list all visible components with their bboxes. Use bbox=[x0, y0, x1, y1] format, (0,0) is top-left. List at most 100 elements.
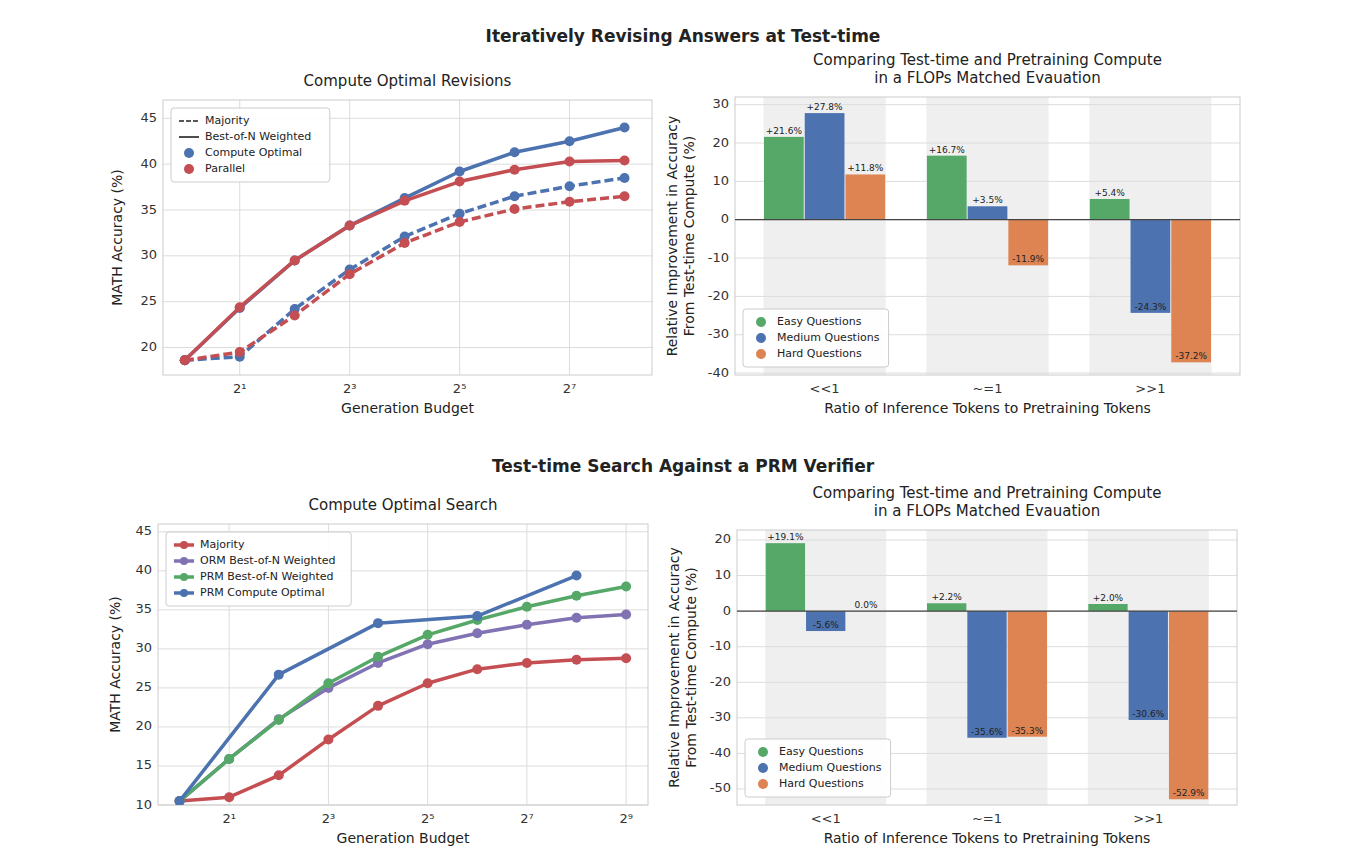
point bbox=[345, 221, 355, 231]
x-tick-label: 2⁹ bbox=[619, 811, 632, 826]
bar bbox=[1131, 220, 1171, 313]
data-label: -35.6% bbox=[971, 727, 1003, 737]
y-tick-label: 10 bbox=[135, 797, 152, 812]
plot-area bbox=[735, 97, 1240, 375]
point bbox=[455, 167, 465, 177]
legend-label: Compute Optimal bbox=[205, 146, 302, 159]
bar bbox=[968, 206, 1008, 219]
legend-box bbox=[171, 108, 330, 182]
bar bbox=[766, 543, 805, 611]
data-group bbox=[180, 123, 630, 366]
legend-swatch bbox=[758, 763, 768, 773]
plot-frame bbox=[737, 530, 1237, 805]
zero-line bbox=[737, 611, 1237, 612]
x-tick-label: <<1 bbox=[811, 811, 841, 826]
series-line bbox=[180, 576, 577, 802]
data-group bbox=[764, 113, 1211, 362]
legend-swatch bbox=[756, 349, 766, 359]
y-tick-label: 30 bbox=[712, 96, 729, 111]
category-band bbox=[927, 530, 1048, 805]
point bbox=[620, 156, 630, 166]
chart-title: Comparing Test-time and Pretraining Comp… bbox=[813, 51, 1162, 69]
point bbox=[345, 221, 355, 231]
point bbox=[400, 238, 410, 248]
point bbox=[620, 191, 630, 201]
data-label: -5.6% bbox=[813, 620, 840, 630]
data-label: +21.6% bbox=[766, 126, 803, 136]
bar bbox=[805, 113, 845, 220]
point bbox=[373, 618, 383, 628]
point bbox=[565, 181, 575, 191]
category-band bbox=[1089, 97, 1211, 375]
legend-swatch bbox=[184, 148, 194, 158]
y-tick-label: 20 bbox=[712, 135, 729, 150]
x-tick-label: 2⁷ bbox=[563, 381, 576, 396]
point bbox=[510, 191, 520, 201]
point bbox=[572, 613, 582, 623]
x-tick-label: 2⁵ bbox=[421, 811, 434, 826]
point bbox=[323, 734, 333, 744]
legend-swatch bbox=[184, 164, 194, 174]
data-label: +3.5% bbox=[972, 195, 1003, 205]
grid-line bbox=[737, 575, 1237, 576]
data-label: +11.8% bbox=[847, 163, 884, 173]
plot-area bbox=[163, 100, 652, 375]
point bbox=[522, 620, 532, 630]
legend-swatch bbox=[756, 333, 766, 343]
point bbox=[572, 655, 582, 665]
legend-box bbox=[743, 309, 889, 367]
plot-frame bbox=[158, 524, 648, 805]
x-tick-label: 2³ bbox=[343, 381, 356, 396]
y-tick-label: 45 bbox=[140, 110, 157, 125]
bar bbox=[1008, 220, 1048, 266]
point bbox=[620, 173, 630, 183]
bar bbox=[1129, 611, 1168, 720]
point bbox=[235, 347, 245, 357]
grid-line bbox=[427, 524, 428, 805]
legend-label: Parallel bbox=[205, 162, 245, 175]
line-chart: Compute Optimal RevisionsGeneration Budg… bbox=[109, 72, 652, 416]
x-tick-label: 2⁷ bbox=[520, 811, 533, 826]
y-tick-label: 35 bbox=[135, 601, 152, 616]
point bbox=[572, 591, 582, 601]
legend-swatch bbox=[758, 779, 768, 789]
point bbox=[510, 204, 520, 214]
point bbox=[620, 123, 630, 133]
grid-line bbox=[158, 687, 648, 688]
point bbox=[423, 630, 433, 640]
point bbox=[510, 165, 520, 175]
y-tick-label: 10 bbox=[714, 567, 731, 582]
point bbox=[522, 602, 532, 612]
y-tick-label: -40 bbox=[708, 365, 729, 380]
bar bbox=[1088, 604, 1127, 611]
y-axis-label: MATH Accuracy (%) bbox=[109, 169, 125, 306]
legend-label: Easy Questions bbox=[777, 315, 862, 328]
data-label: +27.8% bbox=[807, 102, 844, 112]
point bbox=[621, 653, 631, 663]
legend-swatch bbox=[180, 541, 188, 549]
series-line bbox=[185, 196, 625, 360]
point bbox=[522, 658, 532, 668]
point bbox=[224, 792, 234, 802]
legend-swatch bbox=[180, 573, 188, 581]
legend-label: PRM Best-of-N Weighted bbox=[200, 570, 334, 583]
legend-box bbox=[166, 532, 351, 606]
background bbox=[0, 0, 1366, 866]
y-tick-label: 20 bbox=[135, 718, 152, 733]
x-tick-label: 2¹ bbox=[222, 811, 235, 826]
legend-label: Majority bbox=[205, 114, 250, 127]
legend-box bbox=[745, 739, 891, 797]
legend-swatch bbox=[179, 136, 199, 138]
y-tick-label: -30 bbox=[708, 326, 729, 341]
x-tick-label: ~=1 bbox=[972, 381, 1002, 396]
data-label: +2.0% bbox=[1093, 593, 1124, 603]
series-line bbox=[180, 615, 627, 802]
grid-line bbox=[158, 648, 648, 649]
x-tick-label: <<1 bbox=[810, 381, 840, 396]
plot-frame bbox=[735, 97, 1240, 375]
data-label: -24.3% bbox=[1134, 302, 1166, 312]
legend: Easy QuestionsMedium QuestionsHard Quest… bbox=[743, 309, 889, 367]
zero-line bbox=[735, 219, 1240, 220]
legend-label: Best-of-N Weighted bbox=[205, 130, 311, 143]
grid-line bbox=[349, 100, 350, 375]
